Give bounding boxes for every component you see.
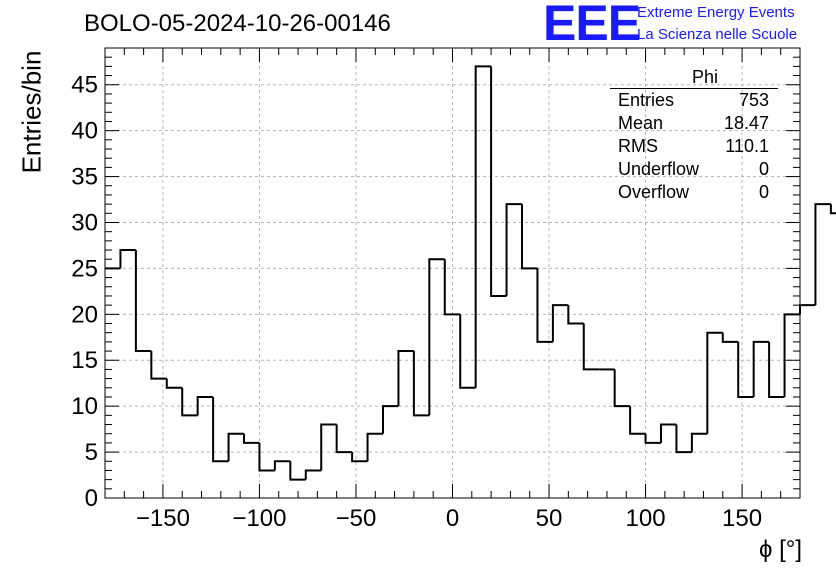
histogram-bin	[289, 461, 306, 481]
histogram-bin	[613, 369, 631, 408]
histogram-bin	[320, 423, 337, 471]
x-tick-label: −50	[336, 505, 377, 532]
stats-label: RMS	[618, 136, 658, 156]
histogram-bin	[382, 405, 399, 434]
y-tick-label: 35	[71, 164, 98, 191]
x-tick-label: −100	[232, 505, 286, 532]
y-tick-label: 30	[71, 209, 98, 236]
stats-label: Overflow	[618, 182, 690, 202]
histogram-bin	[490, 66, 507, 297]
histogram-bin	[258, 442, 275, 472]
histogram-bin	[783, 313, 800, 397]
histogram-bin	[690, 432, 708, 453]
y-tick-label: 25	[71, 255, 98, 282]
x-axis-ticks: −150 −100 −50 0 50 100 150	[104, 48, 801, 532]
histogram-bin	[119, 249, 136, 269]
histogram-bin	[165, 378, 183, 389]
stats-value: 0	[758, 159, 769, 179]
stats-row-underflow: Underflow 0	[610, 158, 778, 181]
histogram-bin	[428, 258, 445, 416]
histogram-bin	[397, 350, 414, 407]
stats-row-overflow: Overflow 0	[610, 181, 778, 204]
stats-label: Mean	[618, 113, 664, 133]
histogram-bin	[814, 203, 831, 306]
stats-label: Entries	[618, 90, 675, 110]
histogram-bin	[675, 424, 692, 454]
histogram-bin	[721, 332, 739, 343]
y-axis-label: Entries/bin	[16, 50, 47, 174]
histogram-bin	[536, 268, 553, 343]
stats-box: Phi Entries 753 Mean 18.47 RMS 110.1 Und…	[610, 66, 778, 204]
x-tick-label: 50	[536, 505, 563, 532]
histogram-bin	[752, 340, 770, 397]
grid-lines	[105, 48, 800, 498]
histogram-bin	[150, 351, 167, 380]
histogram-bin	[443, 259, 461, 316]
stats-value: 753	[738, 90, 769, 110]
histogram-bin	[737, 341, 754, 398]
eee-logo: EEE	[543, 0, 641, 51]
y-tick-label: 40	[71, 118, 98, 145]
histogram-bin	[505, 203, 522, 296]
histogram-bin	[799, 304, 816, 315]
y-tick-label: 20	[71, 301, 98, 328]
y-tick-label: 45	[71, 72, 98, 99]
histogram-bin	[582, 323, 600, 371]
histogram-bin	[366, 432, 383, 462]
chart-title: BOLO-05-2024-10-26-00146	[84, 10, 391, 37]
histogram-bin	[412, 351, 430, 417]
histogram-bin	[644, 433, 661, 444]
histogram-bin	[551, 304, 569, 342]
histogram-bin	[351, 452, 368, 463]
x-tick-label: 100	[626, 505, 666, 532]
x-tick-label: 0	[446, 505, 459, 532]
histogram-bin	[335, 424, 353, 454]
stats-value: 18.47	[723, 113, 769, 133]
histogram-series	[105, 65, 836, 481]
histogram-bin	[567, 305, 584, 325]
y-tick-label: 0	[85, 485, 98, 512]
y-axis-ticks: 0 5 10 15 20 25 30 35 40 45	[71, 47, 800, 512]
stats-row-rms: RMS 110.1	[610, 135, 778, 158]
histogram-bin	[212, 396, 229, 463]
histogram-bin	[474, 65, 492, 388]
histogram-bin	[181, 387, 198, 417]
histogram-bin	[829, 204, 836, 215]
x-tick-label: 150	[722, 505, 762, 532]
histogram-bin	[227, 432, 244, 462]
y-tick-label: 5	[85, 439, 98, 466]
histogram-bin	[660, 423, 677, 443]
stats-row-entries: Entries 753	[610, 89, 778, 112]
stats-row-mean: Mean 18.47	[610, 112, 778, 135]
brand-line-1: Extreme Energy Events	[637, 4, 795, 21]
histogram-bin	[304, 469, 322, 480]
histogram-bin	[768, 341, 785, 398]
histogram-bin	[459, 314, 476, 389]
histogram-bin	[273, 460, 291, 471]
brand-line-2: La Scienza nelle Scuole	[637, 26, 798, 43]
stats-label: Underflow	[618, 159, 700, 179]
stats-title: Phi	[610, 66, 778, 89]
histogram-bin	[706, 331, 723, 434]
stats-value: 110.1	[725, 136, 769, 156]
x-axis-label: ϕ [°]	[758, 536, 802, 563]
y-tick-label: 15	[71, 347, 98, 374]
x-tick-label: −150	[136, 505, 190, 532]
histogram-bin	[243, 433, 260, 444]
stats-value: 0	[758, 182, 769, 202]
histogram-bin	[134, 250, 152, 353]
y-tick-label: 10	[71, 393, 98, 420]
histogram-bin	[521, 204, 538, 270]
histogram-bin	[196, 395, 214, 416]
histogram-bin	[629, 406, 646, 435]
